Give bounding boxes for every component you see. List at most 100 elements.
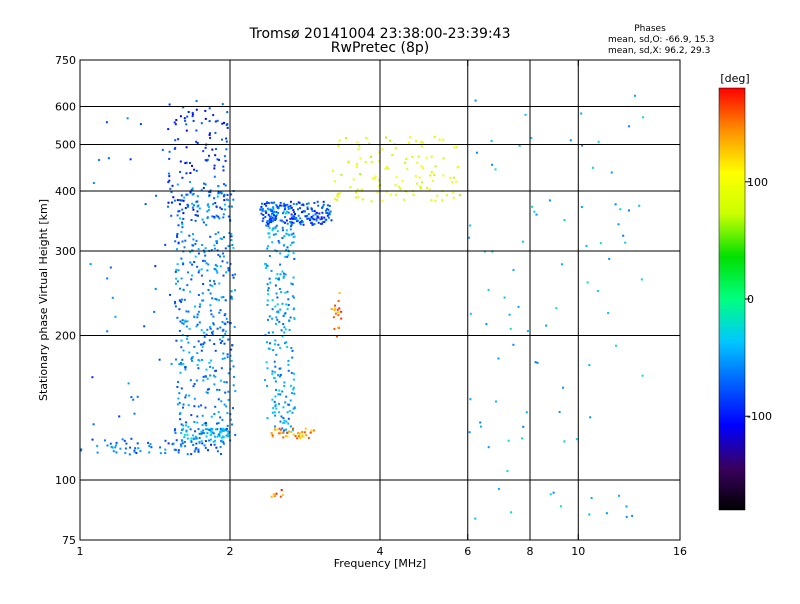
data-point <box>224 184 227 187</box>
data-point <box>401 180 404 183</box>
data-point <box>290 372 293 374</box>
data-point <box>185 146 188 149</box>
data-point <box>327 213 330 216</box>
data-point <box>128 453 131 456</box>
data-point <box>195 447 198 449</box>
data-point <box>212 203 215 206</box>
data-point <box>355 165 358 168</box>
data-point <box>193 405 196 408</box>
data-point <box>96 444 99 447</box>
data-point <box>177 451 180 454</box>
data-point <box>332 316 335 319</box>
data-point <box>189 261 192 264</box>
data-point <box>216 435 219 438</box>
data-point <box>112 450 115 453</box>
data-point <box>284 401 287 404</box>
data-point <box>196 313 199 316</box>
data-point <box>334 312 337 315</box>
data-point <box>287 363 290 366</box>
data-point <box>271 411 274 414</box>
data-point <box>207 263 210 266</box>
data-point <box>404 161 407 164</box>
data-point <box>487 446 490 449</box>
data-point <box>204 183 207 186</box>
data-point <box>224 247 227 250</box>
data-point <box>217 185 220 188</box>
data-point <box>522 240 524 243</box>
data-point <box>175 339 178 342</box>
data-point <box>230 239 233 242</box>
data-point <box>298 432 300 435</box>
data-point <box>201 424 204 427</box>
data-point <box>310 207 313 210</box>
data-point <box>275 277 278 280</box>
data-point <box>209 429 212 432</box>
data-point <box>581 144 584 147</box>
data-point <box>178 392 181 395</box>
data-point <box>287 422 290 425</box>
data-point <box>209 189 212 192</box>
data-point <box>329 210 332 213</box>
data-point <box>474 517 477 520</box>
data-point <box>176 403 179 406</box>
data-point <box>417 155 420 158</box>
data-point <box>222 296 225 299</box>
data-point <box>407 141 410 144</box>
data-point <box>177 138 180 141</box>
data-point <box>215 148 217 150</box>
data-point <box>164 439 167 442</box>
data-point <box>174 139 177 142</box>
data-point <box>585 244 588 247</box>
data-point <box>271 372 274 375</box>
data-point <box>452 191 455 194</box>
data-point <box>419 185 422 188</box>
data-point <box>321 211 324 214</box>
data-point <box>187 404 190 407</box>
data-point <box>169 293 171 296</box>
data-point <box>190 437 193 440</box>
data-point <box>91 438 94 441</box>
data-point <box>277 374 280 377</box>
data-point <box>219 326 222 329</box>
data-point <box>104 439 106 442</box>
data-point <box>219 255 221 258</box>
data-point <box>412 193 415 196</box>
data-point <box>200 430 203 433</box>
data-point <box>293 211 295 213</box>
data-point <box>614 203 617 206</box>
data-point <box>197 405 200 408</box>
data-point <box>181 221 184 224</box>
data-point <box>285 212 287 215</box>
data-point <box>274 365 277 368</box>
data-point <box>197 294 200 296</box>
data-point <box>315 212 318 215</box>
data-point <box>475 151 478 154</box>
data-point <box>185 310 188 313</box>
data-point <box>181 439 184 442</box>
data-point <box>394 184 397 187</box>
data-point <box>276 303 279 306</box>
data-point <box>590 497 593 499</box>
data-point <box>215 214 218 217</box>
data-point <box>308 217 311 220</box>
data-point <box>279 308 282 311</box>
data-point <box>330 308 333 311</box>
data-point <box>195 239 198 242</box>
data-point <box>185 421 188 424</box>
data-point <box>265 264 268 267</box>
data-point <box>291 356 294 359</box>
data-point <box>455 180 458 183</box>
x-tick-label: 6 <box>464 545 471 558</box>
data-point <box>181 208 184 211</box>
data-point <box>210 427 212 430</box>
data-point <box>282 210 285 213</box>
data-point <box>625 505 628 508</box>
data-point <box>283 313 286 316</box>
data-point <box>268 219 271 222</box>
data-point <box>229 354 232 357</box>
data-point <box>212 323 215 326</box>
data-point <box>517 305 520 308</box>
data-point <box>283 244 286 247</box>
data-point <box>181 240 184 243</box>
data-point <box>114 315 117 318</box>
